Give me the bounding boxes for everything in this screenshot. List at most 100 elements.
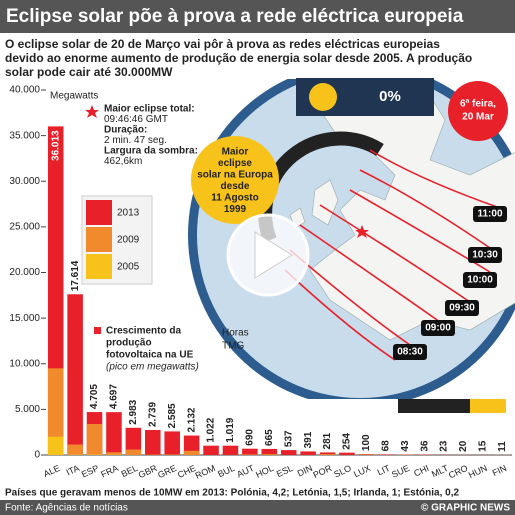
legend-swatch <box>86 227 112 252</box>
hours-label: TMG <box>222 341 244 352</box>
y-tick-label: 10.000 <box>9 358 40 369</box>
time-label: 10:30 <box>472 250 498 261</box>
play-icon[interactable] <box>254 231 293 279</box>
value-label: 665 <box>264 429 275 446</box>
value-label: 20 <box>458 440 469 452</box>
value-label: 391 <box>303 431 314 448</box>
y-tick-label: 0 <box>34 450 40 461</box>
bar <box>67 294 83 455</box>
value-label: 2.132 <box>186 407 197 432</box>
bar <box>280 450 297 455</box>
y-tick-label: 30.000 <box>9 176 40 187</box>
legend-swatch <box>86 254 112 279</box>
y-tick-label: 35.000 <box>9 130 40 141</box>
value-label: 100 <box>361 434 372 451</box>
time-label: 11:00 <box>477 209 502 220</box>
bar <box>125 449 142 455</box>
bar <box>145 430 161 455</box>
value-label: 4.705 <box>89 384 100 409</box>
info-text: Maior eclipse total: <box>104 104 195 115</box>
subtitle: solar pode cair até 30.000MW <box>5 65 173 79</box>
timeline-marker <box>470 399 506 413</box>
badge-text: 1999 <box>224 204 247 215</box>
info-text: 462,6km <box>104 156 142 167</box>
bar <box>261 448 278 455</box>
value-label: 36 <box>419 440 430 452</box>
time-label: 08:30 <box>397 347 423 358</box>
bar <box>86 423 103 455</box>
value-label: 2.739 <box>147 402 158 427</box>
legend-swatch <box>86 200 112 225</box>
time-box <box>473 206 507 222</box>
bar <box>300 451 316 455</box>
annotation: fotovoltaica na UE <box>106 350 194 361</box>
badge <box>191 136 279 224</box>
y-tick-label: 25.000 <box>9 222 40 233</box>
bar <box>106 412 122 455</box>
title-bar <box>0 0 515 33</box>
date-badge <box>448 81 508 141</box>
time-box <box>421 320 455 336</box>
bar <box>203 445 219 455</box>
percent: 0% <box>379 88 401 105</box>
bar <box>319 454 336 455</box>
value-label: 2.983 <box>128 399 139 424</box>
time-label: 10:00 <box>467 275 493 286</box>
footnote: Países que geravam menos de 10MW em 2013… <box>5 488 459 499</box>
value-label: 690 <box>245 429 256 446</box>
value-label: 1.022 <box>206 417 217 442</box>
value-label: 537 <box>283 430 294 447</box>
source: Fonte: Agências de notícias <box>5 503 128 514</box>
legend-label: 2009 <box>117 235 140 246</box>
info-text: 09:46:46 GMT <box>104 114 168 125</box>
value-label: 11 <box>497 441 508 452</box>
value-label: 281 <box>322 432 333 449</box>
value-label: 68 <box>380 440 391 452</box>
eclipse-marker <box>355 225 369 238</box>
subtitle: O eclipse solar de 20 de Março vai pôr à… <box>5 37 440 51</box>
value-label: 15 <box>478 440 489 452</box>
bar <box>106 452 122 455</box>
date: 6ª feira, <box>460 99 496 110</box>
sun <box>309 83 337 111</box>
y-tick-label: 40.000 <box>9 85 40 96</box>
badge-text: eclipse <box>218 158 252 169</box>
hours-label: Horas <box>222 328 249 339</box>
time-label: 09:30 <box>449 303 475 314</box>
bar <box>242 448 258 455</box>
legend-label: 2013 <box>117 208 140 219</box>
badge-text: 11 Agosto <box>211 193 258 204</box>
badge-text: desde <box>221 181 250 192</box>
y-axis-label: Megawatts <box>50 91 98 102</box>
bar <box>183 435 200 455</box>
value-label: 2.585 <box>167 403 178 428</box>
bar <box>86 454 103 455</box>
time-box <box>445 300 479 316</box>
badge-text: Maior <box>222 147 249 158</box>
title: Eclipse solar põe à prova a rede eléctri… <box>6 6 464 27</box>
bar <box>47 368 64 455</box>
value-label: 36.013 <box>50 130 61 161</box>
value-label: 1.019 <box>225 417 236 442</box>
bar <box>358 454 375 455</box>
annotation-note: (pico em megawatts) <box>106 362 199 373</box>
star-icon <box>85 105 99 118</box>
info-text: Largura da sombra: <box>104 146 198 157</box>
bar <box>67 444 83 455</box>
footer-bar <box>0 500 515 515</box>
y-tick-label: 15.000 <box>9 313 40 324</box>
bar <box>164 431 180 455</box>
y-tick-label: 5.000 <box>15 404 40 415</box>
time-box <box>393 344 427 360</box>
bar <box>125 427 142 455</box>
annotation-icon <box>94 327 101 334</box>
credit: © GRAPHIC NEWS <box>421 503 510 514</box>
value-label: 17.614 <box>70 260 81 291</box>
annotation: produção <box>106 338 152 349</box>
bar <box>339 452 355 455</box>
info-text: 2 min. 47 seg. <box>104 135 167 146</box>
legend-label: 2005 <box>117 262 140 273</box>
bar <box>319 452 336 455</box>
